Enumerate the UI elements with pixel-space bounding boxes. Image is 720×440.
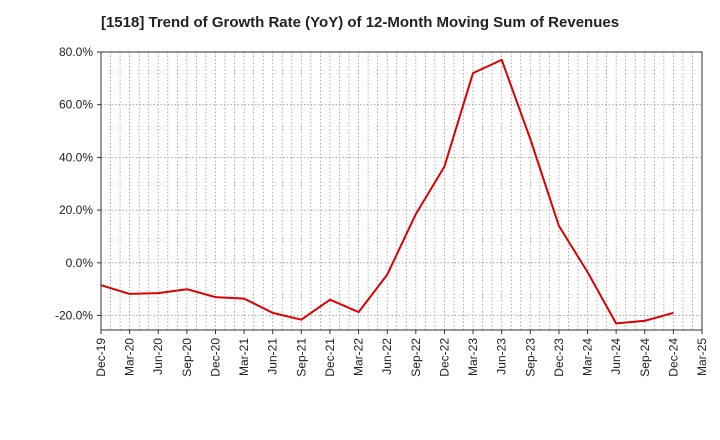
x-tick-label: Jun-23 [495,338,509,375]
x-tick-label: Dec-23 [552,338,566,377]
x-tick-label: Sep-21 [294,338,308,377]
x-tick-label: Dec-19 [94,338,108,377]
x-tick-label: Mar-24 [581,338,595,376]
x-tick-label: Sep-20 [180,338,194,377]
x-axis-tick-labels: Dec-19 Mar-20 Jun-20 Sep-20 Dec-20 Mar-21 Jun-… [94,338,709,377]
x-tick-label: Mar-21 [237,338,251,376]
x-tick-label: Dec-21 [323,338,337,377]
x-tick-label: Sep-22 [409,338,423,377]
y-axis-tick-labels: 80.0% 60.0% 40.0% 20.0% 0.0% -20.0% [55,45,93,323]
x-tick-label: Jun-22 [380,338,394,375]
x-tick-label: Jun-21 [266,338,280,375]
x-tick-label: Dec-24 [666,338,680,377]
plot-frame [100,51,703,331]
x-tick-label: Mar-25 [695,338,709,376]
x-tick-label: Mar-20 [123,338,137,376]
grid [101,51,702,330]
y-tick-label: 40.0% [59,150,93,164]
x-tick-label: Jun-24 [609,338,623,375]
x-tick-label: Dec-20 [208,338,222,377]
series-line [100,58,674,325]
x-tick-label: Mar-23 [466,338,480,376]
x-tick-label: Sep-24 [638,338,652,377]
y-tick-label: 0.0% [66,256,94,270]
axes [97,51,703,334]
x-tick-label: Mar-22 [352,338,366,376]
y-tick-label: 60.0% [59,98,93,112]
y-tick-label: 20.0% [59,203,93,217]
series-layer [100,58,674,325]
x-tick-label: Jun-20 [151,338,165,375]
y-tick-label: -20.0% [55,309,93,323]
x-tick-label: Dec-22 [437,338,451,377]
y-tick-label: 80.0% [59,45,93,59]
chart-title: [1518] Trend of Growth Rate (YoY) of 12-… [100,14,620,31]
x-tick-label: Sep-23 [523,338,537,377]
